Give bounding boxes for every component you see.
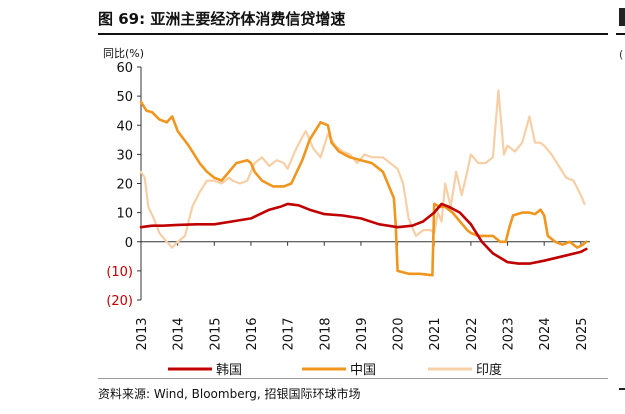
series-line-korea [139, 202, 588, 265]
y-tick-label: (20) [106, 294, 133, 309]
x-tick-label: 2024 [538, 317, 553, 350]
y-tick-label: 30 [116, 148, 133, 163]
adjacent-title-rule [616, 33, 625, 35]
legend-label: 韩国 [216, 363, 242, 378]
x-tick-label: 2013 [135, 317, 150, 350]
x-tick-label: 2017 [282, 317, 297, 350]
y-tick-label: 40 [116, 119, 133, 134]
y-tick-label: (10) [106, 265, 133, 280]
title-rule [98, 33, 608, 35]
adjacent-figure-marker [619, 8, 625, 26]
legend-label: 中国 [350, 363, 376, 378]
legend-label: 印度 [476, 362, 502, 378]
chart-axes: 同比(%)60 50 40 30 20 10 0 (10) (20)2013 2014 2015 20… [103, 47, 590, 351]
x-tick-label: 2025 [575, 317, 590, 350]
x-tick-label: 2023 [502, 317, 517, 350]
x-tick-label: 2021 [428, 317, 443, 350]
x-tick-label: 2014 [172, 317, 187, 350]
x-tick-label: 2019 [355, 317, 370, 350]
adjacent-figure-text: ( [619, 48, 624, 61]
y-tick-label: 50 [116, 90, 133, 105]
series-line-india [139, 89, 586, 249]
y-axis-label: 同比(%) [103, 47, 144, 60]
source-rule [98, 378, 608, 379]
x-tick-label: 2022 [465, 317, 480, 350]
y-tick-label: 20 [116, 178, 133, 193]
source-note: 资料来源: Wind, Bloomberg, 招银国际环球市场 [98, 387, 361, 401]
x-tick-label: 2016 [245, 317, 260, 350]
x-tick-label: 2018 [318, 317, 333, 350]
chart-legend: 韩国 中国 印度 [168, 362, 502, 378]
figure-title: 图 69: 亚洲主要经济体消费信贷增速 [98, 10, 346, 28]
x-tick-label: 2020 [392, 317, 407, 350]
y-tick-label: 60 [116, 61, 133, 76]
x-tick-label: 2015 [208, 317, 223, 350]
series-line-china [139, 100, 588, 277]
y-tick-label: 0 [125, 236, 133, 251]
y-tick-label: 10 [116, 207, 133, 222]
adjacent-figure-bottom-mark [619, 388, 625, 396]
chart-series [139, 89, 588, 277]
